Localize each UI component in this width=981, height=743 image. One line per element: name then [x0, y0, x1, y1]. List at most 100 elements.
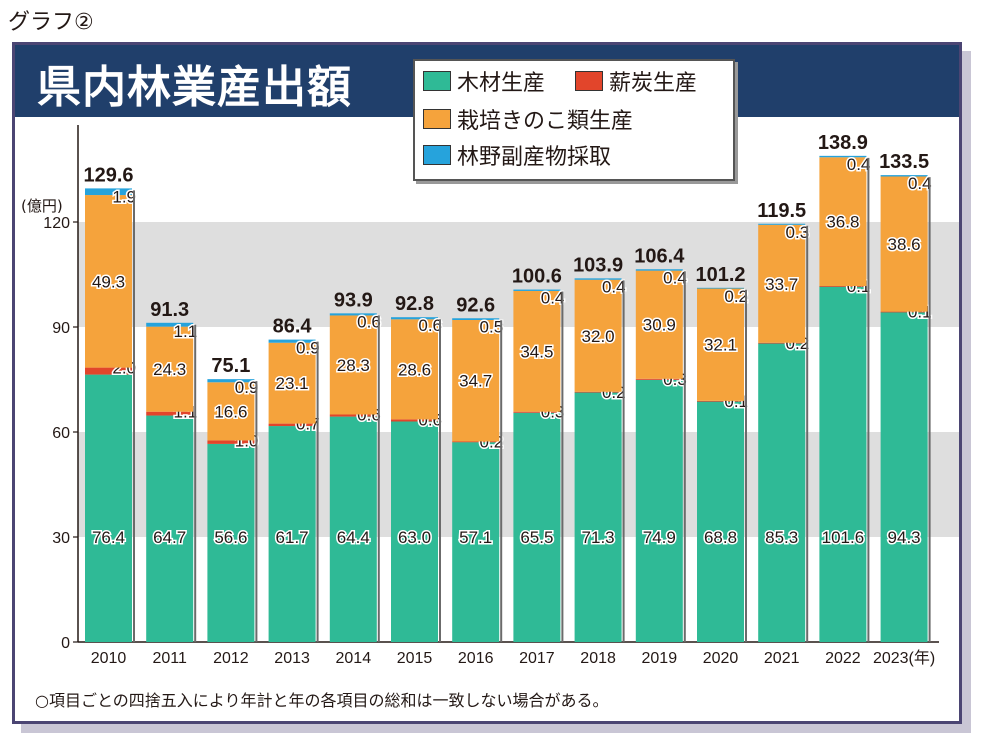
data-label: 94.3: [888, 528, 921, 547]
bar-segment: [758, 343, 806, 642]
data-label: 0.4: [847, 155, 871, 174]
bar-segment: [819, 286, 867, 287]
legend-item-charcoal: 薪炭生産: [575, 67, 697, 96]
bar-segment: [758, 224, 806, 343]
bar-segment: [819, 286, 867, 642]
data-label: 85.3: [765, 528, 798, 547]
x-tick-label: 2010: [91, 650, 127, 667]
total-label: 103.9: [573, 254, 623, 276]
bar-segment: [758, 342, 806, 344]
bar-segment: [452, 320, 500, 442]
bar-segment: [697, 287, 744, 289]
x-tick-label: 2014: [336, 650, 372, 667]
total-label: 100.6: [512, 266, 562, 288]
bar-segment: [574, 279, 622, 392]
data-label: 0.9: [235, 378, 259, 397]
footnote: ○項目ごとの四捨五入により年計と年の各項目の総和は一致しない場合がある。: [35, 691, 609, 710]
data-label: 0.3: [786, 223, 810, 242]
data-label: 28.6: [398, 360, 431, 379]
bar-segment: [574, 278, 622, 280]
legend-item-mushroom: 栽培きのこ類生産: [423, 105, 634, 134]
data-label: 68.8: [704, 528, 737, 547]
bar-segment: [329, 313, 377, 316]
total-label: 86.4: [273, 316, 313, 338]
bar-segment: [85, 367, 132, 375]
bar-segment: [391, 419, 438, 422]
x-tick-label: 2015: [397, 650, 433, 667]
bar-segment: [513, 412, 561, 642]
x-tick-label: 2022: [825, 650, 861, 667]
bar-segment: [146, 411, 194, 416]
chart-frame: 0 30 60 90 120 76.4 2.0 49.3 1.9 129.6 2010 64.7 1.1…: [12, 42, 962, 724]
bar-segment: [452, 442, 500, 642]
data-label: 63.0: [398, 528, 431, 547]
bar-segment: [635, 378, 683, 380]
bar-segment: [85, 374, 132, 642]
bar-segment: [880, 311, 928, 313]
data-label: 30.9: [643, 316, 676, 335]
data-label: 16.6: [214, 402, 247, 421]
data-label: 0.4: [908, 174, 932, 193]
data-label: 0.5: [480, 317, 504, 336]
legend-swatch-timber: [423, 71, 451, 91]
bar-segment: [146, 326, 194, 412]
stacked-bar-chart: 030609012076.42.049.31.9129.6201064.71.1…: [43, 125, 959, 667]
data-label: 33.7: [765, 275, 798, 294]
bar-segment: [880, 311, 928, 642]
data-label: 64.7: [153, 528, 186, 547]
x-tick-label: 2017: [519, 650, 555, 667]
bar-segment: [391, 319, 438, 420]
x-tick-label: 2012: [213, 650, 249, 667]
bar-segment: [268, 423, 316, 427]
data-label: 65.5: [520, 528, 553, 547]
y-tick-label: 120: [43, 215, 70, 232]
total-label: 75.1: [211, 355, 250, 377]
data-label: 0.4: [663, 268, 687, 287]
bar-segment: [574, 392, 622, 642]
data-label: 34.5: [520, 342, 553, 361]
total-label: 129.6: [83, 164, 133, 186]
data-label: 74.9: [643, 528, 676, 547]
bar-segment: [146, 322, 194, 327]
total-label: 92.8: [395, 293, 434, 315]
data-label: 36.8: [826, 213, 859, 232]
x-tick-label: 2011: [152, 650, 187, 667]
y-axis-unit: (億円): [21, 197, 63, 215]
bar-segment: [452, 441, 500, 443]
x-tick-label: 2021: [764, 650, 800, 667]
data-label: 0.9: [296, 339, 320, 358]
data-label: 0.4: [541, 289, 565, 308]
x-tick-label: 2013: [274, 650, 310, 667]
x-tick-label: 2019: [642, 650, 678, 667]
bar-segment: [880, 175, 928, 177]
bar-segment: [268, 342, 316, 424]
bar-segment: [85, 195, 132, 368]
chart-title: 県内林業産出額: [37, 62, 352, 113]
data-label: 28.3: [337, 356, 370, 375]
y-tick-label: 0: [61, 635, 70, 652]
legend-label-mushroom: 栽培きのこ類生産: [457, 109, 634, 134]
data-label: 1.1: [174, 322, 198, 341]
legend: 木材生産 薪炭生産 栽培きのこ類生産 林野副産物採取: [413, 59, 735, 181]
bar-segment: [329, 414, 377, 417]
total-label: 133.5: [879, 151, 929, 173]
data-label: 32.0: [582, 327, 615, 346]
data-label: 23.1: [276, 374, 309, 393]
data-label: 0.6: [418, 316, 442, 335]
bar-segment: [697, 288, 744, 401]
bar-segment: [207, 382, 255, 441]
y-tick-label: 30: [52, 530, 70, 547]
x-tick-label: 2018: [580, 650, 616, 667]
x-tick-label: 2020: [703, 650, 739, 667]
bar-segment: [758, 223, 806, 225]
data-label: 64.4: [337, 528, 370, 547]
data-label: 1.9: [112, 187, 136, 206]
total-label: 106.4: [634, 245, 685, 267]
data-label: 0.4: [602, 277, 626, 296]
bar-segment: [207, 443, 255, 642]
total-label: 92.6: [456, 294, 495, 316]
bar-segment: [880, 176, 928, 312]
bar-segment: [207, 440, 255, 444]
legend-label-timber: 木材生産: [457, 71, 546, 96]
data-label: 101.6: [822, 528, 865, 547]
